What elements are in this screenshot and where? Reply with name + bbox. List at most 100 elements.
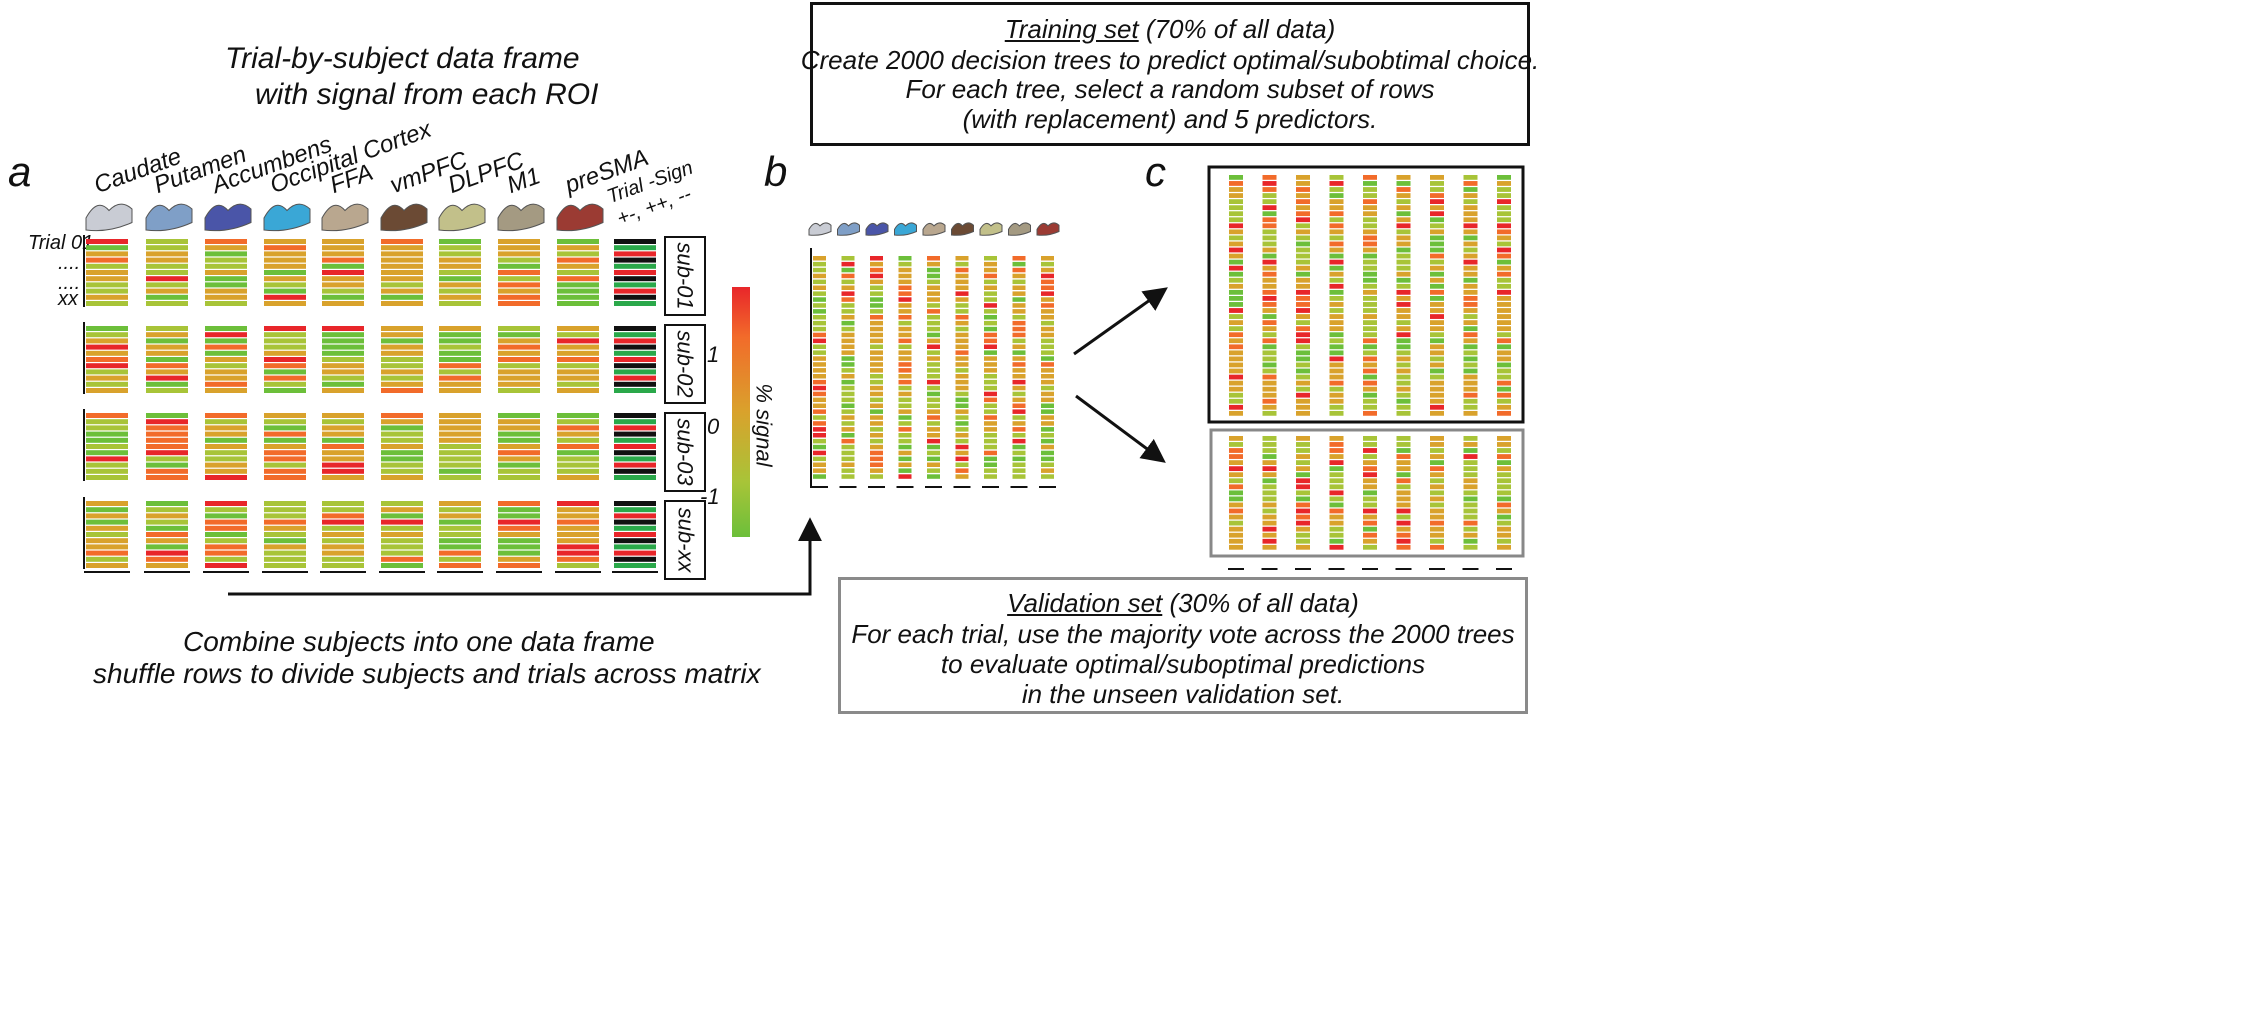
combined-cell — [813, 350, 826, 355]
validation-cell — [1296, 502, 1310, 508]
validation-cell — [1363, 502, 1377, 508]
combined-cell — [984, 427, 997, 432]
combined-cell — [870, 267, 883, 273]
combined-cell — [955, 397, 969, 403]
combined-cell — [984, 374, 997, 379]
combined-cell — [1041, 415, 1054, 420]
validation-cell — [1329, 442, 1344, 447]
training-cell — [1463, 241, 1478, 247]
signal-cell — [322, 251, 364, 257]
signal-cell — [557, 257, 599, 263]
signal-cell — [205, 375, 247, 381]
training-cell — [1430, 326, 1444, 332]
signal-cell — [498, 513, 540, 519]
combined-cell — [955, 309, 969, 314]
combined-cell — [984, 303, 997, 308]
training-cell — [1396, 277, 1411, 283]
training-cell — [1463, 308, 1478, 313]
signal-cell — [264, 332, 306, 338]
training-cell — [1363, 410, 1377, 416]
signal-cell — [146, 501, 188, 506]
training-cell — [1229, 308, 1243, 313]
combined-cell — [813, 468, 826, 473]
training-cell — [1497, 326, 1511, 332]
combined-cell — [898, 438, 912, 444]
training-cell — [1329, 235, 1344, 241]
validation-cell — [1396, 442, 1411, 447]
signal-cell — [146, 301, 188, 306]
combined-cell — [813, 273, 826, 279]
combined-cell — [841, 326, 855, 332]
trial-sign-cell — [614, 437, 656, 443]
signal-cell — [322, 375, 364, 381]
training-cell — [1497, 265, 1511, 271]
training-cell — [1329, 410, 1344, 416]
combined-cell — [927, 444, 940, 450]
combined-cell — [1012, 338, 1026, 344]
training-cell — [1229, 320, 1243, 325]
training-cell — [1296, 283, 1310, 289]
signal-cell — [146, 425, 188, 431]
validation-cell — [1329, 508, 1344, 514]
training-cell — [1296, 410, 1310, 416]
signal-cell — [146, 513, 188, 519]
combined-cell — [898, 368, 912, 373]
training-cell — [1363, 175, 1377, 180]
combined-cell — [898, 297, 912, 302]
signal-cell — [498, 468, 540, 474]
training-cell — [1262, 265, 1277, 271]
signal-cell — [557, 282, 599, 288]
validation-cell — [1396, 514, 1411, 520]
training-cell — [1229, 235, 1243, 241]
training-cell — [1262, 205, 1277, 211]
training-cell — [1329, 296, 1344, 301]
training-cell — [1296, 187, 1310, 192]
training-cell — [1296, 253, 1310, 259]
combined-cell — [870, 362, 883, 367]
signal-cell — [205, 245, 247, 251]
training-title: Training set (70% of all data) — [0, 14, 2262, 45]
combined-cell — [1041, 468, 1054, 473]
training-cell — [1363, 289, 1377, 295]
training-cell — [1229, 356, 1243, 362]
combined-cell — [813, 261, 826, 267]
signal-cell — [322, 239, 364, 244]
training-cell — [1363, 229, 1377, 235]
signal-cell — [86, 257, 128, 263]
signal-cell — [205, 444, 247, 449]
combined-cell — [898, 315, 912, 320]
validation-cell — [1396, 466, 1411, 472]
training-cell — [1229, 296, 1243, 301]
signal-cell — [86, 245, 128, 251]
combined-cell — [984, 338, 997, 344]
signal-cell — [557, 338, 599, 344]
validation-title: Validation set (30% of all data) — [0, 588, 2262, 619]
validation-cell — [1329, 466, 1344, 472]
combined-cell — [870, 421, 883, 426]
validation-cell — [1262, 520, 1277, 526]
combined-cell — [870, 456, 883, 462]
signal-cell — [381, 563, 423, 568]
training-cell — [1396, 271, 1411, 277]
signal-cell — [146, 556, 188, 562]
combined-cell — [1012, 309, 1026, 314]
training-cell — [1296, 259, 1310, 265]
signal-cell — [439, 375, 481, 381]
signal-cell — [439, 270, 481, 275]
signal-cell — [381, 239, 423, 244]
combined-cell — [841, 409, 855, 414]
combined-cell — [813, 256, 826, 261]
validation-cell — [1229, 472, 1243, 478]
combined-cell — [1041, 326, 1054, 332]
combined-cell — [841, 474, 855, 479]
signal-cell — [205, 556, 247, 562]
combined-cell — [813, 356, 826, 361]
signal-cell — [264, 413, 306, 418]
training-cell — [1430, 308, 1444, 313]
training-cell — [1262, 308, 1277, 313]
signal-cell — [322, 257, 364, 263]
validation-cell — [1497, 490, 1511, 496]
combined-cell — [1012, 421, 1026, 426]
training-cell — [1463, 175, 1478, 180]
training-cell — [1497, 283, 1511, 289]
